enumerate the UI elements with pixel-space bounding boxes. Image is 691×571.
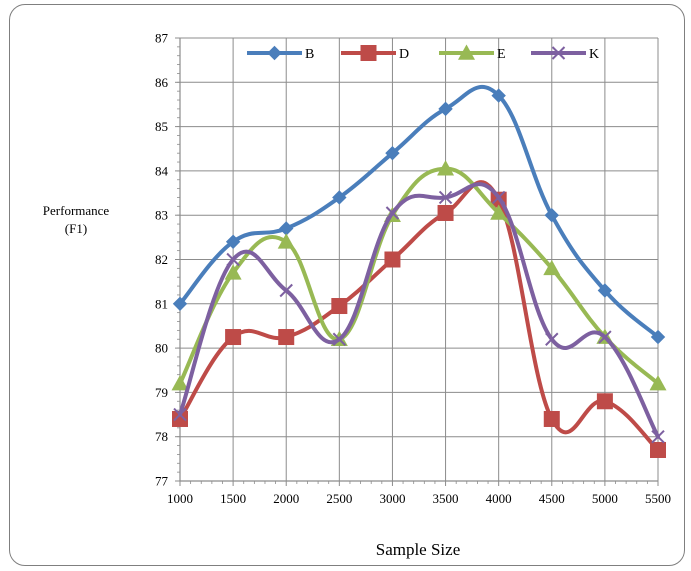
data-point-E xyxy=(224,264,242,280)
data-point-K xyxy=(598,330,612,344)
data-point-D xyxy=(596,393,613,410)
legend-label: D xyxy=(399,47,409,62)
data-point-K xyxy=(385,206,400,220)
y-tick-label: 80 xyxy=(155,341,168,356)
data-point-B xyxy=(438,101,453,117)
data-point-D xyxy=(650,441,666,458)
data-point-D xyxy=(331,298,348,315)
data-point-K xyxy=(491,190,506,205)
data-point-E xyxy=(543,259,561,276)
y-tick-label: 87 xyxy=(155,31,169,46)
x-tick-label: 2000 xyxy=(273,491,299,506)
x-axis-label: Sample Size xyxy=(376,540,461,559)
y-tick-label: 77 xyxy=(155,474,169,489)
data-point-D xyxy=(543,410,560,427)
data-point-E xyxy=(649,375,667,391)
legend-item-D: D xyxy=(341,45,409,62)
x-tick-label: 1500 xyxy=(220,491,246,506)
data-point-D xyxy=(172,410,188,427)
series-layer xyxy=(171,85,667,458)
y-tick-label: 81 xyxy=(155,296,168,311)
legend-marker xyxy=(458,44,475,60)
x-tick-label: 5500 xyxy=(645,491,671,506)
legend-label: B xyxy=(305,47,314,62)
x-tick-label: 3500 xyxy=(433,491,459,506)
data-point-B xyxy=(385,145,400,161)
y-tick-label: 83 xyxy=(155,208,168,223)
y-tick-label: 78 xyxy=(155,429,168,444)
series-line-E xyxy=(178,166,660,386)
y-axis-label-line-2: (F1) xyxy=(65,221,87,236)
data-point-D xyxy=(437,204,454,221)
legend-item-B: B xyxy=(247,45,314,62)
data-point-B xyxy=(172,296,188,312)
data-point-D xyxy=(225,329,242,346)
y-tick-label: 85 xyxy=(155,119,168,134)
data-point-E xyxy=(437,160,455,176)
legend-item-E: E xyxy=(439,44,506,62)
legend-marker xyxy=(360,45,377,61)
series-line-B xyxy=(178,85,660,340)
series-B xyxy=(172,85,666,345)
series-K xyxy=(173,182,665,444)
x-tick-label: 3000 xyxy=(379,491,405,506)
data-point-K xyxy=(279,283,293,298)
data-point-K xyxy=(226,252,240,267)
data-point-K xyxy=(651,429,665,444)
x-tick-label: 2500 xyxy=(326,491,352,506)
chart-frame xyxy=(9,4,685,566)
data-point-K xyxy=(438,190,453,205)
data-point-B xyxy=(225,234,241,249)
legend-marker xyxy=(267,45,282,61)
series-line-K xyxy=(178,182,660,439)
data-point-K xyxy=(332,332,347,346)
x-tick-label: 5000 xyxy=(592,491,618,506)
x-tick-labels: 1000 1500 2000 2500 3000 3500 4000 4500 5000 5500 xyxy=(167,491,671,506)
y-tick-labels: 77 78 79 80 81 82 83 84 85 86 87 xyxy=(155,31,169,489)
data-point-D xyxy=(278,329,295,346)
y-tick-label: 79 xyxy=(155,385,168,400)
data-point-K xyxy=(545,332,559,346)
data-point-E xyxy=(277,233,295,249)
legend-item-K: K xyxy=(531,46,599,62)
data-point-B xyxy=(491,88,506,103)
legend-label: E xyxy=(497,47,506,62)
y-tick-label: 84 xyxy=(155,163,169,178)
data-point-E xyxy=(171,375,189,391)
x-tick-label: 1000 xyxy=(167,491,193,506)
axes xyxy=(175,37,659,486)
data-point-B xyxy=(332,190,347,205)
data-point-D xyxy=(384,251,401,268)
x-tick-label: 4000 xyxy=(486,491,512,506)
x-tick-label: 4500 xyxy=(539,491,565,506)
data-point-B xyxy=(650,329,666,345)
data-point-B xyxy=(279,221,294,236)
data-point-B xyxy=(544,207,559,223)
data-point-K xyxy=(173,407,187,422)
legend-marker xyxy=(551,46,566,60)
y-axis-label-line-1: Performance xyxy=(43,203,110,218)
data-point-E xyxy=(490,204,508,220)
y-tick-label: 86 xyxy=(155,75,169,90)
data-point-B xyxy=(597,283,613,298)
y-tick-label: 82 xyxy=(155,252,168,267)
legend-label: K xyxy=(589,47,599,62)
